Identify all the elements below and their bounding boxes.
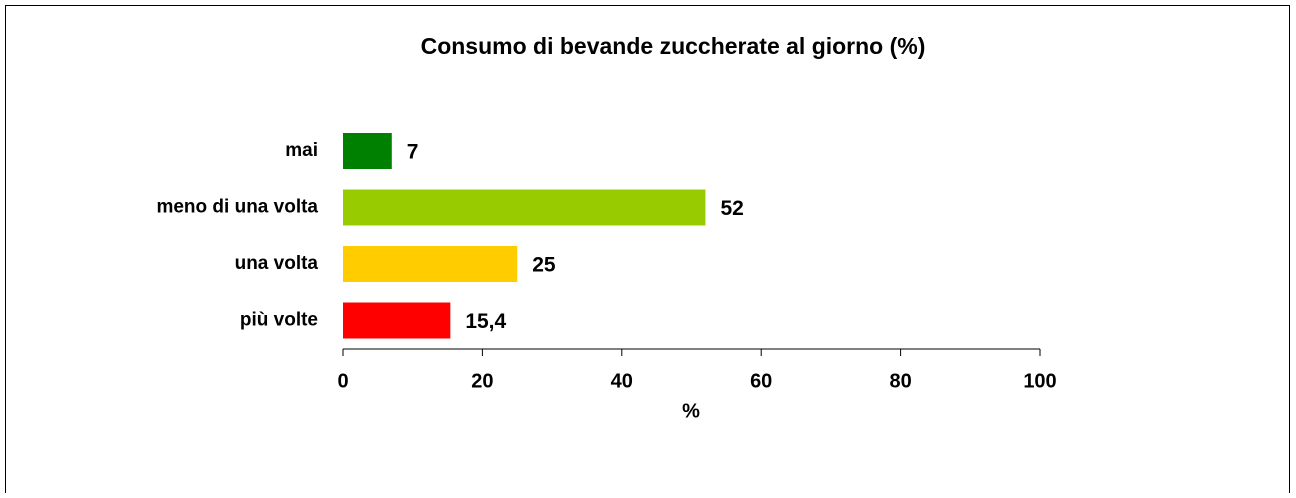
x-tick-label: 100 (1023, 370, 1056, 392)
x-tick-label: 60 (750, 370, 772, 392)
x-tick-label: 20 (471, 370, 493, 392)
bar (343, 133, 392, 169)
x-tick-label: 80 (889, 370, 911, 392)
y-tick-label: meno di una volta (156, 197, 318, 218)
value-label: 25 (532, 254, 556, 277)
y-tick-label: mai (285, 140, 318, 161)
bar (343, 302, 451, 339)
value-label: 15,4 (465, 310, 506, 333)
bar (343, 189, 706, 226)
x-tick-label: 0 (337, 370, 348, 392)
y-tick-label: una volta (235, 253, 319, 274)
value-label: 7 (407, 141, 419, 164)
bar (343, 246, 518, 282)
chart-title: Consumo di bevande zuccherate al giorno … (421, 33, 926, 59)
x-axis-label: % (682, 400, 700, 422)
value-label: 52 (720, 197, 743, 220)
chart-frame (5, 5, 1290, 498)
x-tick-label: 40 (611, 370, 633, 392)
y-tick-label: più volte (240, 310, 318, 331)
